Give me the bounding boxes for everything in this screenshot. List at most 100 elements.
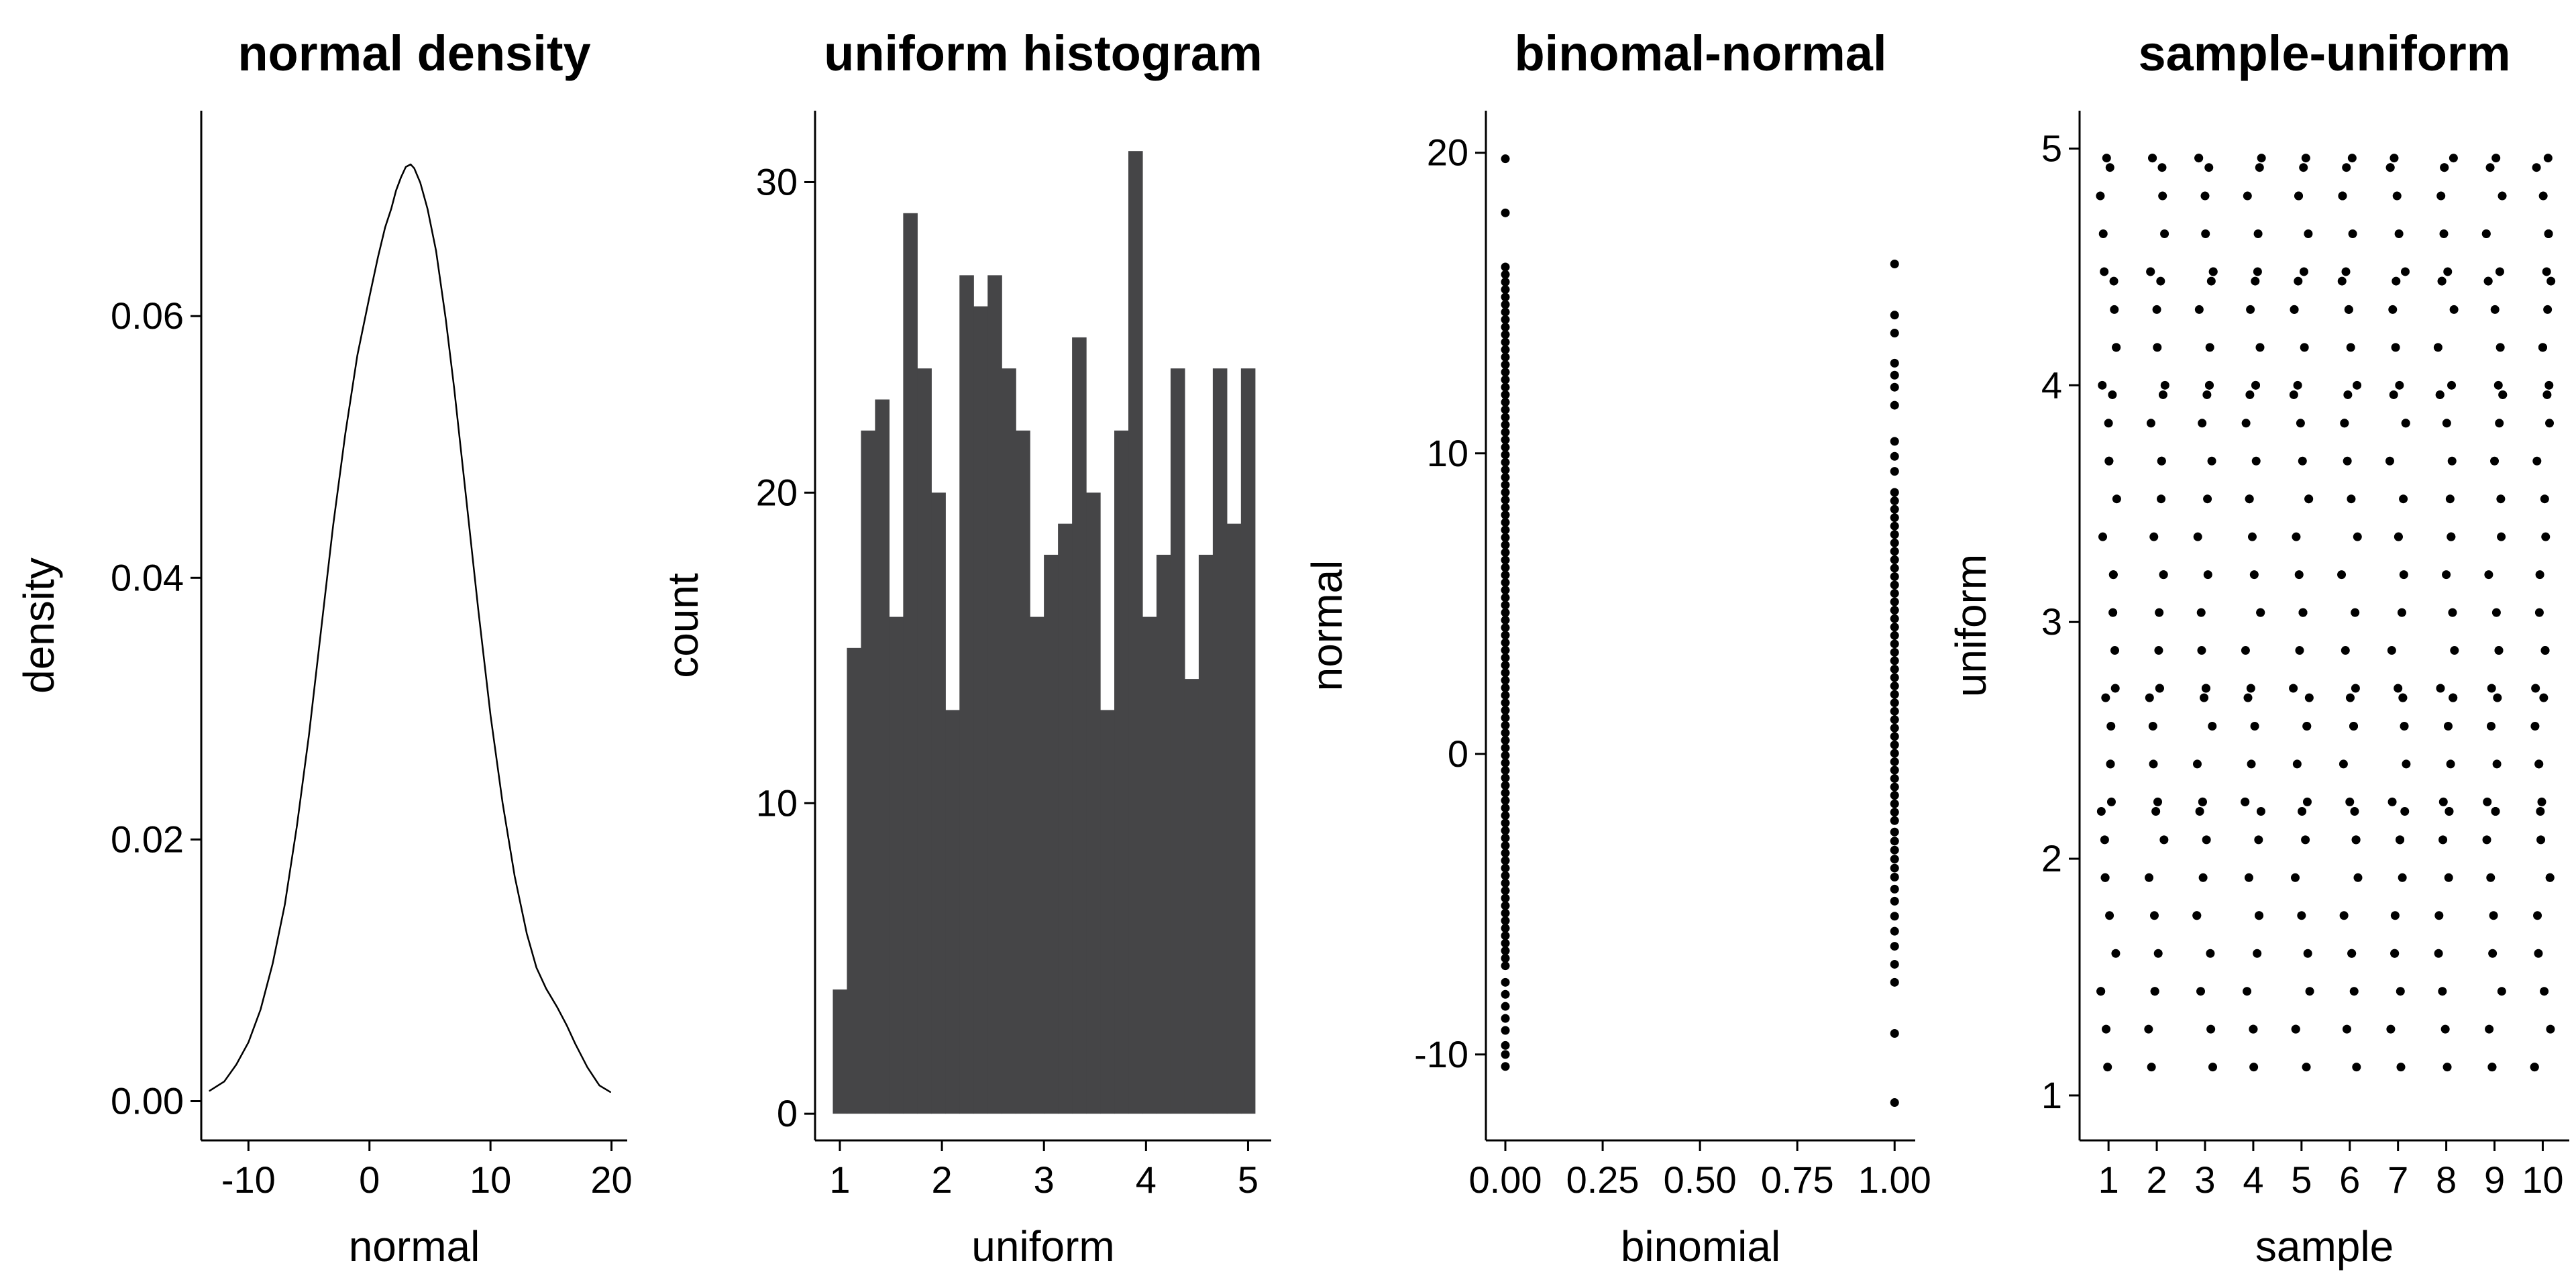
data-point [2438,797,2448,806]
data-point [2389,390,2398,399]
data-point [2194,154,2204,163]
data-point [1501,758,1510,767]
data-point [1890,260,1899,269]
data-point [2160,229,2169,238]
data-point [2450,646,2459,655]
data-point [2299,163,2308,172]
data-point [1501,533,1510,542]
data-point [1890,664,1899,674]
data-point [1501,300,1510,309]
data-point [2434,911,2444,920]
data-point [2340,419,2349,428]
data-point [2149,532,2159,541]
data-point [2298,807,2307,816]
data-point [1501,154,1510,164]
data-point [2533,911,2542,920]
data-point [2351,684,2360,693]
data-point [2208,1063,2218,1072]
data-point [1501,781,1510,790]
data-point [2251,456,2261,466]
y-tick-label: 0.04 [111,556,184,598]
data-point [2497,987,2506,996]
histogram-bar [1058,523,1073,1114]
data-point [2102,1024,2111,1034]
data-point [1501,720,1510,730]
data-point [2496,494,2506,504]
data-point [1501,661,1510,670]
data-point [2390,154,2399,163]
data-point [1890,623,1899,632]
data-point [1501,435,1510,445]
histogram-bar [1072,337,1087,1114]
data-point [1890,1028,1899,1038]
data-point [1501,833,1510,843]
panel-normal-density: -10 0 10 20 0.00 0.02 0.04 0.06 normal density no… [0,0,644,1288]
data-point [2197,646,2206,655]
data-point [2540,494,2549,504]
histogram-bar [931,492,946,1114]
data-point [1501,751,1510,760]
data-point [2495,267,2504,276]
data-point [2104,419,2113,428]
data-point [2251,276,2260,286]
data-point [1501,578,1510,587]
data-point [2247,532,2257,541]
histogram-bar [1086,492,1101,1114]
histogram-bar [1002,368,1016,1114]
data-point [1890,706,1899,716]
data-point [2108,570,2118,580]
data-point [2192,911,2202,920]
data-point [2491,154,2501,163]
data-point [1501,518,1510,527]
data-point [2342,163,2351,172]
data-point [2394,229,2404,238]
data-point [2400,267,2410,276]
data-point [1890,589,1899,598]
data-point [2341,646,2350,655]
x-tick-label: 4 [1136,1159,1157,1201]
data-point [1501,398,1510,407]
histogram-bar [875,399,890,1114]
data-point [2204,163,2214,172]
data-point [2106,759,2115,769]
data-point [2353,532,2362,541]
data-point [2385,163,2395,172]
data-point [2255,163,2264,172]
data-point [2192,759,2202,769]
panel-title: sample-uniform [2138,25,2510,81]
data-point [2198,873,2208,882]
data-point [1501,645,1510,655]
data-point [2353,380,2362,390]
data-point [2299,267,2308,276]
data-point [2544,229,2553,238]
data-point [2545,873,2555,882]
data-point [2399,494,2408,504]
data-point [2490,456,2500,466]
data-point [1501,548,1510,557]
data-point [1501,1050,1510,1059]
data-point [2483,276,2493,286]
data-point [2098,229,2108,238]
data-point [2292,759,2302,769]
x-tick-label: 1.00 [1858,1159,1931,1201]
data-point [2146,267,2155,276]
data-point [1501,465,1510,474]
data-point [2531,684,2540,693]
data-point [2448,608,2457,617]
x-tick-label: 5 [2291,1159,2312,1201]
data-point [1890,791,1899,800]
data-point [1501,262,1510,272]
data-point [2195,807,2204,816]
data-point [1501,856,1510,865]
histogram-bar [1128,151,1143,1114]
data-point [2344,305,2353,314]
x-tick-label: 3 [1034,1159,1055,1201]
data-point [2096,807,2106,816]
y-tick-label: 0 [1448,733,1468,775]
data-point [1501,623,1510,633]
data-point [1501,728,1510,737]
data-point [2296,419,2305,428]
data-point [2390,911,2400,920]
data-point [2544,380,2554,390]
